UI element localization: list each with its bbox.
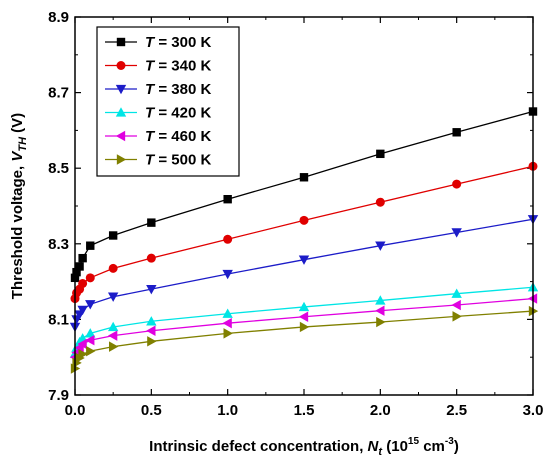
data-point xyxy=(109,341,119,352)
data-point xyxy=(86,241,95,250)
legend-marker xyxy=(115,84,127,95)
data-point xyxy=(451,228,462,238)
legend-label: T = 420 K xyxy=(145,105,211,122)
legend-marker xyxy=(115,107,127,117)
data-point xyxy=(299,215,309,225)
data-point xyxy=(108,263,118,273)
legend-item: T = 340 K xyxy=(105,58,211,75)
legend-item: T = 460 K xyxy=(105,128,211,145)
x-axis-title: Intrinsic defect concentration, Nt (1015… xyxy=(149,436,459,458)
legend-label: T = 460 K xyxy=(145,128,211,145)
legend-marker xyxy=(116,37,126,47)
series-line xyxy=(74,310,534,369)
legend-marker xyxy=(116,154,127,165)
data-point xyxy=(451,299,461,311)
data-point xyxy=(146,253,156,263)
data-point xyxy=(299,321,310,333)
x-tick-label: 0.0 xyxy=(65,402,86,419)
data-point xyxy=(452,128,461,137)
legend-box xyxy=(96,26,240,177)
data-point xyxy=(223,194,232,204)
x-tick-label: 1.5 xyxy=(294,402,315,419)
data-point xyxy=(376,316,386,328)
y-tick-label: 8.7 xyxy=(48,85,69,102)
y-tick-label: 8.1 xyxy=(48,311,69,328)
data-point xyxy=(376,149,385,159)
tick-labels: 0.0 0.5 1.0 1.5 2.0 2.5 3.0 7.9 8.1 8.3 8.5 8.7 8.9 xyxy=(48,9,543,419)
legend: T = 300 K T = 340 K T = 380 K T = 420 K T = … xyxy=(96,26,240,177)
data-point xyxy=(146,285,157,295)
data-point xyxy=(107,292,119,302)
x-tick-label: 2.5 xyxy=(446,402,467,419)
data-point xyxy=(298,255,310,265)
data-point xyxy=(223,234,233,244)
series-line xyxy=(74,286,534,354)
data-point xyxy=(299,173,309,182)
data-point xyxy=(451,288,462,298)
legend-label: T = 500 K xyxy=(145,152,211,169)
series-3 xyxy=(69,215,539,333)
x-tick-label: 2.0 xyxy=(370,402,391,419)
y-axis-title: Threshold voltage, VTH (V) xyxy=(9,113,29,299)
series-line xyxy=(74,165,534,299)
legend-label: T = 380 K xyxy=(145,81,211,98)
legend-item: T = 500 K xyxy=(105,152,211,169)
y-tick-label: 8.3 xyxy=(48,236,69,253)
y-tick-label: 7.9 xyxy=(48,387,69,404)
data-point xyxy=(146,316,157,326)
data-point xyxy=(298,301,310,312)
data-point xyxy=(222,269,233,280)
data-point xyxy=(78,348,88,360)
x-tick-label: 1.0 xyxy=(217,402,238,419)
data-point xyxy=(222,317,232,329)
data-point xyxy=(298,311,309,322)
series-4 xyxy=(69,282,539,358)
data-point xyxy=(107,330,118,341)
legend-marker xyxy=(116,61,126,70)
data-point xyxy=(85,300,96,310)
y-tick-label: 8.9 xyxy=(48,9,69,26)
data-point xyxy=(107,321,119,332)
data-point xyxy=(78,253,87,263)
data-point xyxy=(452,179,462,189)
series-2 xyxy=(70,161,538,304)
data-point xyxy=(452,311,462,322)
data-point xyxy=(77,305,88,316)
y-tick-label: 8.5 xyxy=(48,160,69,177)
data-point xyxy=(85,334,95,346)
plot-series xyxy=(69,107,539,374)
data-point xyxy=(86,345,96,357)
data-point xyxy=(85,273,95,283)
data-point xyxy=(108,231,118,240)
legend-item: T = 420 K xyxy=(105,105,211,122)
x-tick-label: 0.5 xyxy=(141,402,162,419)
legend-marker xyxy=(115,130,126,142)
data-point xyxy=(75,262,84,271)
x-tick-label: 3.0 xyxy=(523,402,544,419)
legend-item: T = 300 K xyxy=(105,34,211,51)
data-point xyxy=(72,267,81,277)
data-point xyxy=(147,336,157,347)
legend-label: T = 340 K xyxy=(145,58,211,75)
legend-label: T = 300 K xyxy=(145,34,211,51)
data-point xyxy=(77,338,87,350)
data-point xyxy=(375,241,386,251)
data-point xyxy=(375,295,386,305)
data-point xyxy=(375,197,385,207)
data-point xyxy=(223,328,233,339)
data-point xyxy=(146,325,156,336)
data-point xyxy=(222,308,233,318)
legend-item: T = 380 K xyxy=(105,81,211,98)
plot-frame xyxy=(74,16,534,396)
data-point xyxy=(147,218,156,227)
data-point xyxy=(85,328,96,338)
data-point xyxy=(78,278,88,288)
data-point xyxy=(375,305,385,316)
